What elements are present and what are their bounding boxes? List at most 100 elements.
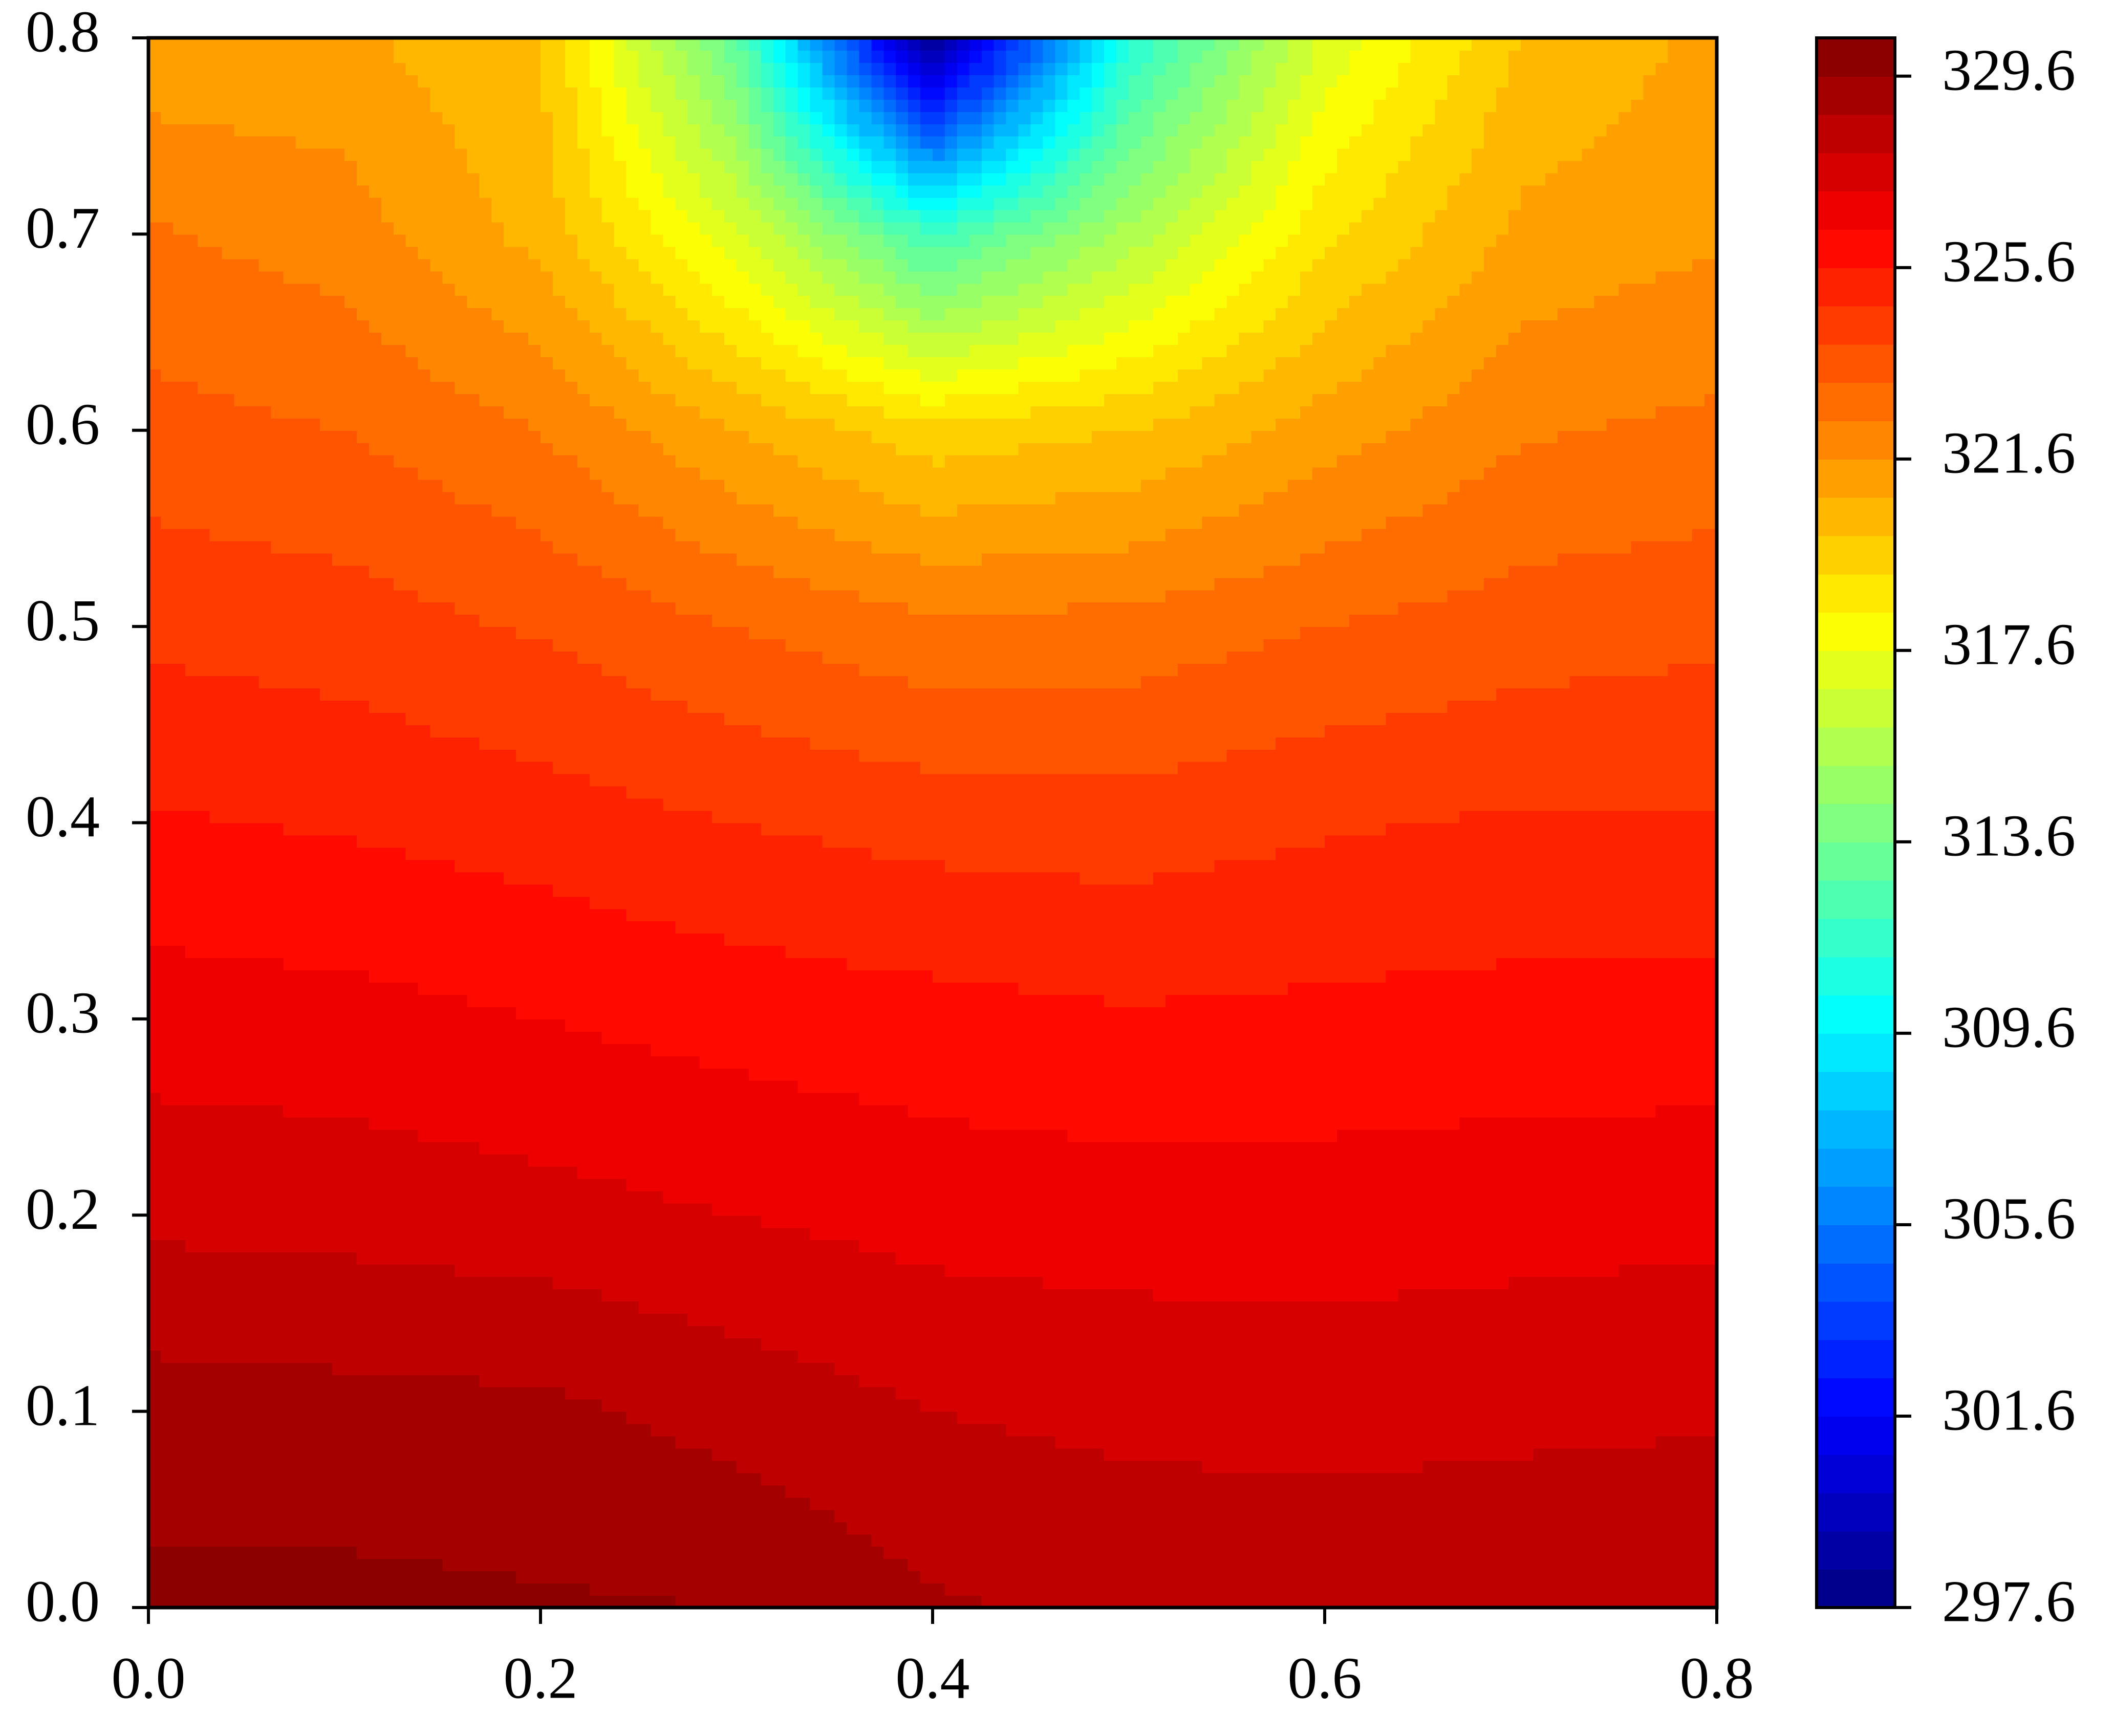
contour-cell xyxy=(369,1460,382,1473)
contour-cell xyxy=(234,1215,247,1228)
contour-cell xyxy=(405,1485,419,1498)
contour-cell xyxy=(467,1129,480,1142)
contour-cell xyxy=(516,1301,529,1314)
contour-cell xyxy=(332,1571,345,1584)
contour-cell xyxy=(541,1546,553,1559)
contour-cell xyxy=(1080,1509,1093,1523)
contour-cell xyxy=(601,1215,615,1228)
contour-cell xyxy=(541,1166,553,1179)
contour-cell xyxy=(393,1190,406,1204)
contour-cell xyxy=(430,1227,443,1241)
contour-cell xyxy=(1116,1509,1129,1523)
contour-cell xyxy=(822,1031,835,1044)
contour-cell xyxy=(148,1252,161,1265)
contour-cell xyxy=(687,1215,701,1228)
contour-cell xyxy=(1508,1301,1521,1314)
contour-cell xyxy=(1631,1264,1644,1277)
contour-cell xyxy=(320,1460,333,1473)
contour-cell xyxy=(1116,1374,1129,1387)
contour-cell xyxy=(1263,1558,1277,1572)
contour-cell xyxy=(1239,1558,1252,1572)
contour-cell xyxy=(626,1190,639,1204)
contour-cell xyxy=(577,1350,590,1363)
contour-cell xyxy=(651,1313,664,1326)
contour-cell xyxy=(1680,1337,1693,1351)
contour-cell xyxy=(1643,1289,1656,1301)
contour-cell xyxy=(1631,1558,1644,1572)
contour-cell xyxy=(1557,1571,1570,1584)
contour-cell xyxy=(663,1374,676,1387)
contour-cell xyxy=(957,1276,970,1290)
contour-cell xyxy=(748,1301,762,1314)
contour-cell xyxy=(332,1068,345,1081)
contour-cell xyxy=(651,1104,664,1118)
contour-cell xyxy=(516,1215,529,1228)
contour-cell xyxy=(381,1092,394,1105)
contour-cell xyxy=(589,1289,602,1301)
contour-cell xyxy=(748,1350,762,1363)
contour-cell xyxy=(160,1190,174,1204)
contour-cell xyxy=(1226,1509,1240,1523)
contour-cell xyxy=(430,1374,443,1387)
contour-cell xyxy=(663,1203,676,1216)
contour-cell xyxy=(724,1031,737,1044)
contour-cell xyxy=(626,1534,639,1547)
contour-cell xyxy=(308,1178,321,1191)
contour-cell xyxy=(1349,1276,1362,1290)
contour-cell xyxy=(1312,1240,1325,1253)
contour-cell xyxy=(1116,1522,1129,1535)
contour-cell xyxy=(1325,1534,1337,1547)
contour-cell xyxy=(748,1154,762,1167)
contour-cell xyxy=(687,1460,701,1473)
contour-cell xyxy=(1472,1399,1485,1412)
contour-cell xyxy=(577,1313,590,1326)
contour-cell xyxy=(185,1374,198,1387)
contour-cell xyxy=(528,1129,541,1142)
contour-cell xyxy=(565,1227,578,1241)
contour-cell xyxy=(773,1411,786,1424)
contour-cell xyxy=(234,1018,247,1032)
contour-cell xyxy=(834,1399,848,1412)
contour-cell xyxy=(944,1546,958,1559)
contour-cell xyxy=(1263,1460,1277,1473)
contour-cell xyxy=(222,1252,235,1265)
contour-cell xyxy=(614,1117,627,1130)
contour-cell xyxy=(700,1141,713,1155)
contour-cell xyxy=(1496,1325,1509,1338)
contour-cell xyxy=(687,1374,701,1387)
contour-cell xyxy=(651,1301,664,1314)
contour-cell xyxy=(455,1080,468,1093)
contour-cell xyxy=(601,1571,615,1584)
contour-cell xyxy=(479,1436,492,1449)
contour-cell xyxy=(1177,1485,1191,1498)
contour-cell xyxy=(871,1436,884,1449)
contour-cell xyxy=(810,1203,823,1216)
contour-cell xyxy=(1104,1337,1117,1351)
contour-cell xyxy=(737,1092,749,1105)
contour-cell xyxy=(491,1472,505,1486)
contour-cell xyxy=(675,1399,688,1412)
contour-cell xyxy=(393,1362,406,1375)
contour-cell xyxy=(442,1485,456,1498)
contour-cell xyxy=(847,1276,860,1290)
contour-cell xyxy=(565,1166,578,1179)
contour-cell xyxy=(405,1031,419,1044)
contour-cell xyxy=(944,1509,958,1523)
contour-cell xyxy=(1030,1301,1044,1314)
contour-cell xyxy=(1116,1386,1129,1400)
contour-cell xyxy=(773,1337,786,1351)
contour-cell xyxy=(651,1350,664,1363)
contour-cell xyxy=(614,1571,627,1584)
contour-cell xyxy=(957,1386,970,1400)
contour-cell xyxy=(1239,1386,1252,1400)
contour-cell xyxy=(1006,1374,1019,1387)
contour-cell xyxy=(393,1031,406,1044)
contour-cell xyxy=(1472,1386,1485,1400)
contour-cell xyxy=(1422,1423,1436,1437)
contour-cell xyxy=(1643,1509,1656,1523)
contour-cell xyxy=(442,1546,456,1559)
contour-cell xyxy=(197,1337,210,1351)
contour-cell xyxy=(1202,1325,1215,1338)
contour-cell xyxy=(1361,1337,1374,1351)
contour-cell xyxy=(601,1018,615,1032)
